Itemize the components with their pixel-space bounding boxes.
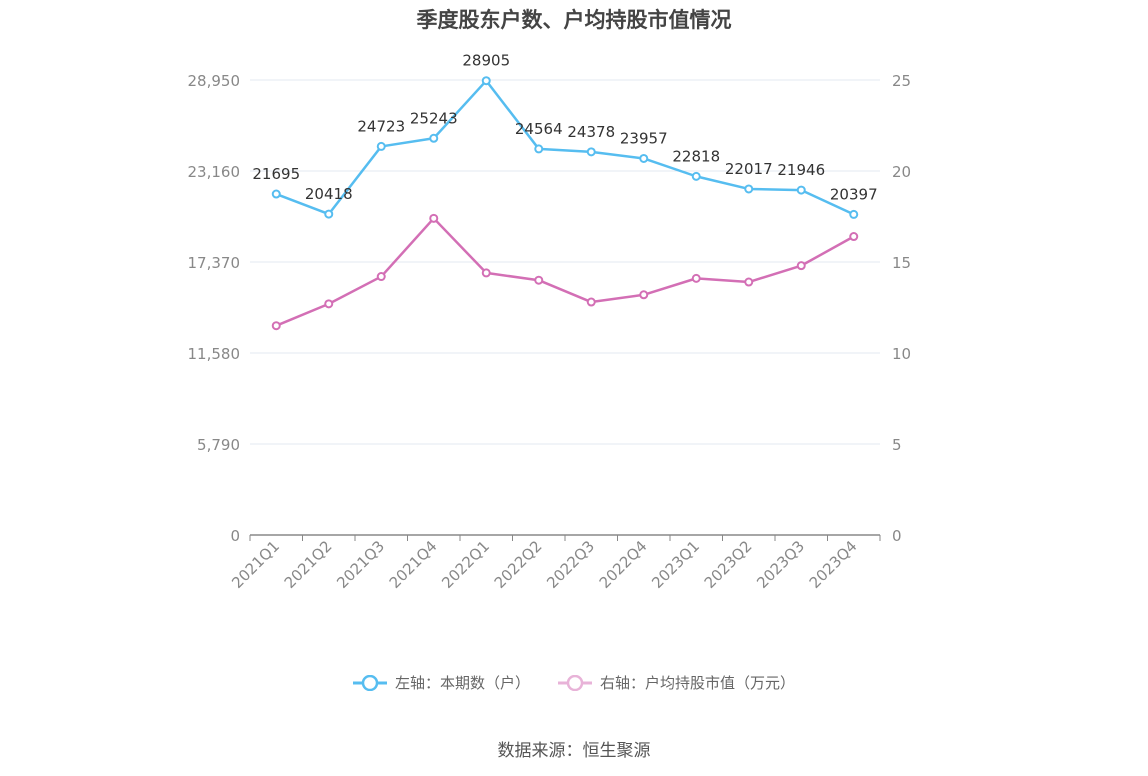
x-axis-tick-label: 2023Q2 bbox=[701, 537, 756, 592]
series-1-point bbox=[639, 153, 649, 163]
series-2-point bbox=[744, 277, 754, 287]
series-1-point bbox=[586, 147, 596, 157]
series-1-point bbox=[429, 133, 439, 143]
data-label: 20418 bbox=[305, 185, 353, 203]
series-2-point bbox=[586, 297, 596, 307]
x-axis-tick-label: 2022Q4 bbox=[596, 537, 651, 592]
data-source: 数据来源：恒生聚源 bbox=[497, 741, 651, 761]
data-label: 24564 bbox=[515, 120, 563, 138]
series-1-point bbox=[376, 141, 386, 151]
data-label: 28905 bbox=[462, 52, 510, 70]
left-axis-tick-label: 23,160 bbox=[188, 163, 241, 181]
series-1-point bbox=[691, 171, 701, 181]
series-2-point bbox=[376, 272, 386, 282]
right-axis-tick-label: 15 bbox=[892, 254, 911, 272]
x-axis-tick-label: 2022Q1 bbox=[438, 537, 493, 592]
data-label: 21946 bbox=[777, 161, 825, 179]
legend-item-series-1[interactable]: 左轴：本期数（户） bbox=[352, 672, 530, 693]
left-axis-tick-label: 5,790 bbox=[197, 436, 240, 454]
data-label: 22017 bbox=[725, 160, 773, 178]
series-1-point bbox=[534, 144, 544, 154]
series-1-point bbox=[744, 184, 754, 194]
data-label: 24723 bbox=[357, 117, 405, 135]
data-label: 25243 bbox=[410, 109, 458, 127]
x-axis-tick-label: 2023Q4 bbox=[806, 537, 861, 592]
series-2-point bbox=[849, 232, 859, 242]
legend-label-series-1: 左轴：本期数（户） bbox=[394, 674, 530, 692]
legend-marker-pink-icon bbox=[558, 674, 592, 691]
series-2-point bbox=[481, 268, 491, 278]
series-2-point bbox=[639, 290, 649, 300]
series-2-point bbox=[324, 299, 334, 309]
x-axis-tick-label: 2021Q1 bbox=[228, 537, 283, 592]
chart-title: 季度股东户数、户均持股市值情况 bbox=[416, 8, 732, 32]
data-label: 23957 bbox=[620, 129, 668, 147]
data-label: 24378 bbox=[567, 123, 615, 141]
data-label: 21695 bbox=[252, 165, 300, 183]
series-line-2 bbox=[275, 217, 855, 327]
left-axis-tick-label: 17,370 bbox=[188, 254, 241, 272]
data-label: 22818 bbox=[672, 147, 720, 165]
left-axis-tick-label: 0 bbox=[230, 527, 240, 545]
series-2-point bbox=[534, 275, 544, 285]
right-axis-tick-label: 0 bbox=[892, 527, 902, 545]
x-axis-tick-label: 2022Q2 bbox=[491, 537, 546, 592]
x-axis-tick-label: 2023Q1 bbox=[648, 537, 703, 592]
series-2-point bbox=[796, 261, 806, 271]
right-axis-tick-label: 10 bbox=[892, 345, 911, 363]
x-axis-tick-label: 2023Q3 bbox=[753, 537, 808, 592]
right-axis-tick-label: 5 bbox=[892, 436, 902, 454]
series-2-point bbox=[429, 213, 439, 223]
series-2-point bbox=[691, 273, 701, 283]
series-1-point bbox=[481, 76, 491, 86]
chart-legend: 左轴：本期数（户） 右轴：户均持股市值（万元） bbox=[0, 672, 1148, 693]
series-2-point bbox=[271, 321, 281, 331]
series-1-point bbox=[849, 209, 859, 219]
legend-item-series-2[interactable]: 右轴：户均持股市值（万元） bbox=[558, 672, 795, 693]
right-axis-tick-label: 20 bbox=[892, 163, 911, 181]
legend-label-series-2: 右轴：户均持股市值（万元） bbox=[600, 674, 796, 692]
left-axis-tick-label: 11,580 bbox=[188, 345, 241, 363]
legend-marker-blue-icon bbox=[352, 674, 387, 691]
series-1-point bbox=[796, 185, 806, 195]
x-axis-tick-label: 2022Q3 bbox=[543, 537, 598, 592]
x-axis-tick-label: 2021Q4 bbox=[386, 537, 441, 592]
series-1-point bbox=[324, 209, 334, 219]
data-label: 20397 bbox=[830, 185, 878, 203]
x-axis-tick-label: 2021Q3 bbox=[333, 537, 388, 592]
right-axis-tick-label: 25 bbox=[892, 72, 911, 90]
x-axis-tick-label: 2021Q2 bbox=[281, 537, 336, 592]
series-1-point bbox=[271, 189, 281, 199]
left-axis-tick-label: 28,950 bbox=[188, 72, 241, 90]
series-line-1 bbox=[275, 79, 855, 216]
